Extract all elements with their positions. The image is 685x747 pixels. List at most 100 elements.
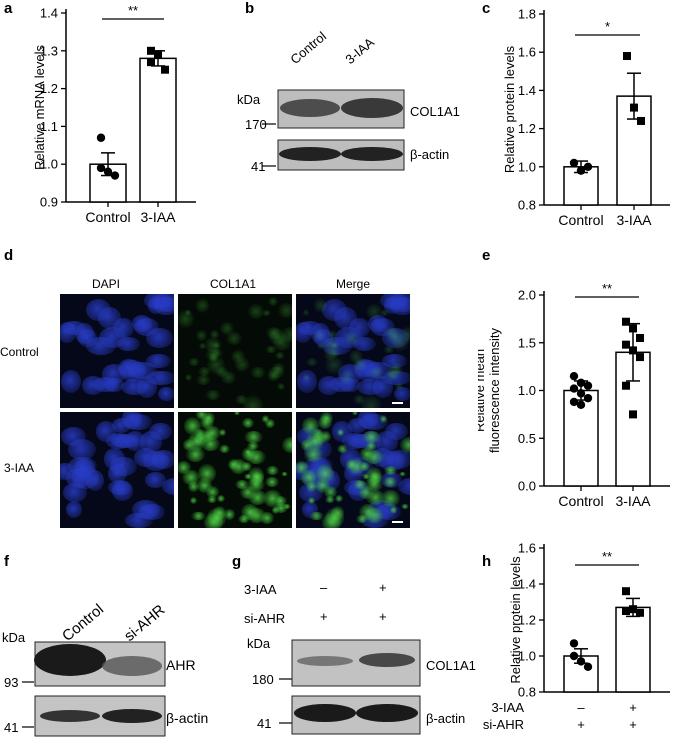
nucleus bbox=[61, 370, 82, 394]
panel-letter-d: d bbox=[4, 247, 14, 264]
col1a1-signal bbox=[351, 412, 358, 415]
col1a1-signal bbox=[203, 425, 222, 440]
blot-b bbox=[262, 89, 405, 171]
y-axis-label: Relative mRNA levels bbox=[32, 45, 47, 170]
nucleus bbox=[367, 315, 388, 333]
band-beta-actin: β-actin bbox=[426, 711, 466, 726]
col1a1-signal bbox=[248, 304, 265, 320]
nucleus bbox=[74, 459, 96, 478]
col1a1-signal bbox=[212, 341, 221, 350]
significance-mark: ** bbox=[602, 281, 612, 296]
nucleus bbox=[298, 321, 323, 335]
significance-mark: ** bbox=[128, 3, 138, 18]
col1a1-signal bbox=[190, 497, 198, 505]
nucleus bbox=[335, 326, 364, 349]
col1a1-signal bbox=[366, 304, 383, 320]
col1a1-signal bbox=[221, 370, 237, 385]
mw-93: 93 bbox=[4, 675, 19, 690]
col1a1-signal bbox=[243, 431, 263, 444]
col1a1-signal bbox=[235, 480, 250, 490]
y-tick-label: 1.2 bbox=[518, 121, 536, 136]
col1a1-signal bbox=[198, 367, 211, 377]
lane-label-3iaa: 3-IAA bbox=[342, 34, 377, 67]
data-point bbox=[147, 46, 155, 55]
col1a1-signal bbox=[325, 495, 336, 504]
col1a1-signal bbox=[276, 382, 285, 391]
y-tick-label: 1.4 bbox=[518, 577, 536, 592]
col1a1-signal bbox=[305, 431, 324, 451]
col1a1-signal bbox=[323, 485, 338, 498]
col1a1-signal bbox=[316, 464, 334, 484]
col1a1-signal bbox=[200, 436, 220, 452]
col1a1-signal bbox=[218, 444, 231, 453]
data-point bbox=[161, 65, 169, 74]
col1a1-signal bbox=[353, 480, 368, 490]
data-point bbox=[629, 605, 637, 614]
data-point bbox=[583, 381, 593, 390]
band-beta-actin: β-actin bbox=[410, 147, 450, 162]
nucleus bbox=[65, 501, 83, 519]
col1a1-signal bbox=[228, 459, 239, 471]
y-tick-label: 0.5 bbox=[518, 431, 536, 446]
col1a1-signal bbox=[334, 495, 344, 503]
x-tick-label: Control bbox=[85, 209, 130, 225]
col1a1-signal bbox=[324, 355, 344, 374]
data-point bbox=[576, 166, 586, 175]
data-point bbox=[622, 607, 630, 615]
data-point bbox=[576, 389, 586, 398]
col1a1-signal bbox=[198, 343, 207, 349]
if-col-merge: Merge bbox=[336, 277, 371, 291]
col1a1-signal bbox=[268, 297, 279, 307]
col1a1-signal bbox=[325, 507, 344, 528]
panel-letter-e: e bbox=[482, 247, 491, 264]
col1a1-signal bbox=[346, 459, 357, 471]
bar bbox=[615, 606, 651, 693]
y-tick-label: 1.3 bbox=[40, 43, 58, 58]
lane-label-control: Control bbox=[59, 600, 108, 645]
y-tick-label: 1.6 bbox=[518, 541, 536, 556]
y-tick-label: 1.4 bbox=[518, 83, 536, 98]
lane-label-control: Control bbox=[287, 28, 330, 68]
y-tick-label: 1.0 bbox=[40, 157, 58, 172]
y-axis-label: Relative mean bbox=[478, 349, 487, 432]
col1a1-signal bbox=[390, 362, 404, 374]
col1a1-signal bbox=[352, 357, 367, 373]
data-point bbox=[583, 393, 593, 403]
col1a1-signal bbox=[272, 362, 286, 374]
col1a1-signal bbox=[220, 322, 234, 335]
nucleus bbox=[77, 328, 97, 347]
data-point bbox=[636, 353, 644, 362]
data-point bbox=[110, 171, 120, 180]
if-col-col1a1: COL1A1 bbox=[210, 277, 257, 291]
panel-letter-f: f bbox=[4, 553, 9, 570]
col1a1-signal bbox=[268, 328, 286, 345]
col1a1-signal bbox=[243, 395, 264, 408]
nucleus bbox=[103, 448, 126, 471]
nucleus bbox=[382, 371, 410, 386]
y-tick-label: 0.0 bbox=[518, 479, 536, 494]
data-point bbox=[629, 324, 637, 333]
blot-g bbox=[279, 639, 421, 735]
col1a1-signal bbox=[183, 416, 202, 436]
col1a1-signal bbox=[280, 327, 292, 343]
nucleus bbox=[338, 364, 363, 384]
nucleus bbox=[297, 370, 318, 394]
nucleus bbox=[107, 479, 133, 495]
y-tick-label: 2.0 bbox=[518, 288, 536, 303]
data-point bbox=[569, 639, 579, 648]
chart-a: 0.9 1.0 1.1 1.2 1.3 1.4 Relative mRNA levels Co… bbox=[32, 3, 196, 225]
col1a1-signal bbox=[301, 416, 320, 436]
col1a1-signal bbox=[339, 370, 355, 385]
nucleus bbox=[102, 364, 127, 384]
data-point bbox=[96, 163, 106, 173]
col1a1-signal bbox=[390, 334, 409, 351]
significance-mark: * bbox=[605, 19, 610, 34]
panel-letter-b: b bbox=[245, 0, 255, 17]
col1a1-signal bbox=[321, 337, 341, 353]
y-tick-label: 0.8 bbox=[518, 685, 536, 700]
col1a1-signal bbox=[314, 330, 325, 341]
nucleus bbox=[313, 328, 333, 347]
col1a1-signal bbox=[394, 382, 403, 391]
col1a1-signal bbox=[247, 441, 260, 450]
y-axis-label: Relative protein levels bbox=[502, 45, 517, 173]
